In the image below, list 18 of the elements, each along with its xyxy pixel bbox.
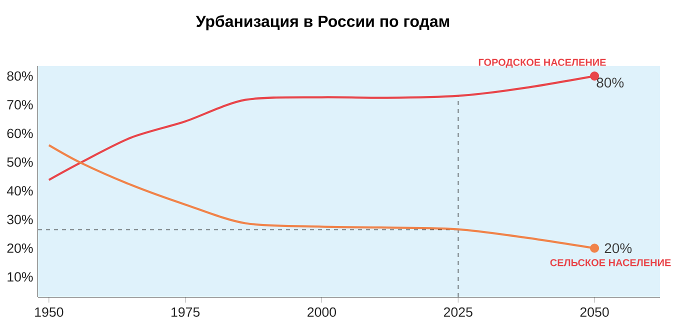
y-tick-label: 70% [7, 100, 33, 110]
series-label: ГОРОДСКОЕ НАСЕЛЕНИЕ [478, 58, 606, 68]
x-tick-label: 1975 [172, 307, 200, 317]
x-tick-label: 1950 [35, 307, 64, 317]
y-tick-label: 50% [7, 157, 33, 167]
y-tick-label: 20% [7, 243, 33, 253]
y-tick-label: 40% [6, 186, 33, 196]
data-label: 80% [596, 78, 624, 88]
y-tick-label: 30% [7, 214, 33, 224]
data-label: 20% [604, 243, 632, 254]
x-tick-label: 2000 [308, 307, 336, 317]
y-tick-label: 60% [7, 128, 33, 138]
series-label: СЕЛЬСКОЕ НАСЕЛЕНИЕ [550, 259, 671, 266]
y-tick-label: 10% [8, 272, 33, 282]
x-tick-label: 2050 [580, 307, 609, 317]
chart-title: Урбанизация в России по годам [196, 15, 450, 30]
x-tick-label: 2025 [444, 307, 472, 317]
y-tick-label: 80% [7, 71, 33, 81]
